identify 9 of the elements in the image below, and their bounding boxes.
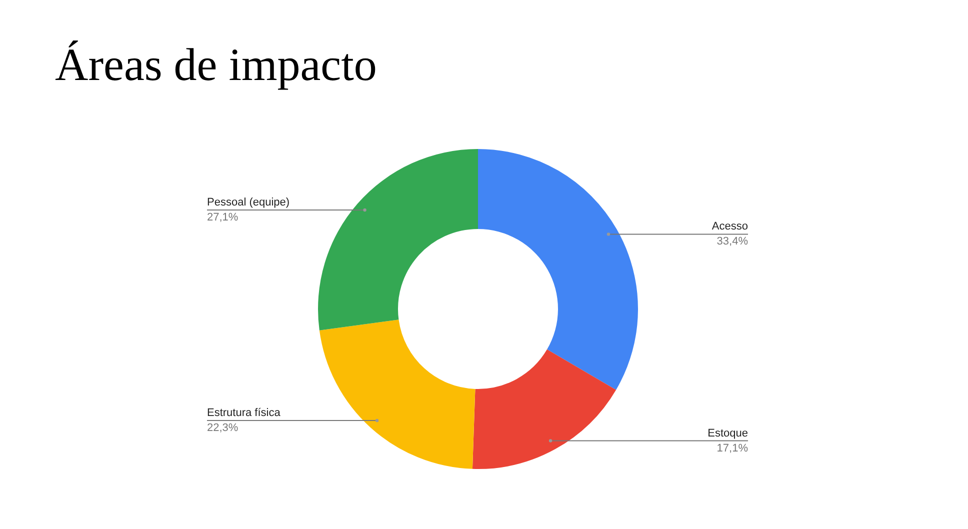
data-label: 33,4% [716, 236, 748, 248]
chart-title: Áreas de impacto [55, 38, 377, 91]
slice-label: Acesso [712, 220, 748, 233]
slice-label: Pessoal (equipe) [207, 196, 290, 209]
slice-label: Estrutura física [207, 407, 282, 420]
data-label: 27,1% [207, 212, 238, 224]
slice-label: Estoque [708, 427, 748, 440]
data-label: 22,3% [207, 422, 238, 434]
data-label: 17,1% [716, 442, 748, 454]
